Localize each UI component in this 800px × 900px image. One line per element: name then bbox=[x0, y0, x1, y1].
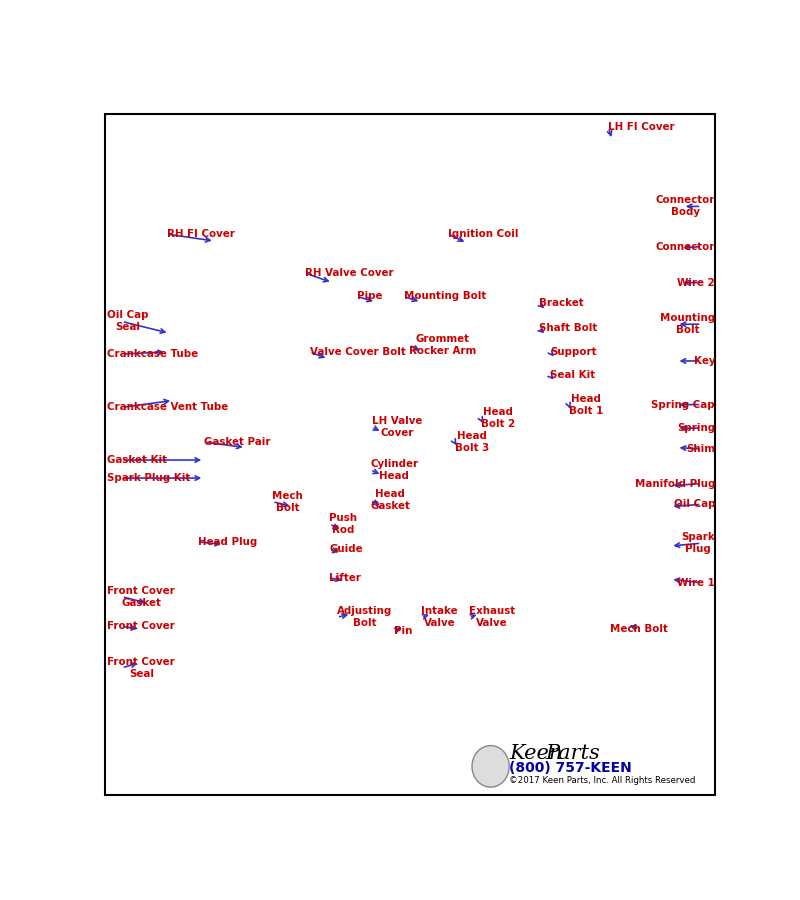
Ellipse shape bbox=[472, 745, 510, 788]
Text: Front Cover
Seal: Front Cover Seal bbox=[107, 657, 175, 679]
Text: Mech
Bolt: Mech Bolt bbox=[272, 491, 303, 513]
Text: Parts: Parts bbox=[545, 744, 600, 763]
Text: Push
Rod: Push Rod bbox=[330, 513, 358, 535]
Text: LH FI Cover: LH FI Cover bbox=[608, 122, 675, 132]
Text: Intake
Valve: Intake Valve bbox=[421, 607, 458, 628]
Text: Connector
Body: Connector Body bbox=[656, 195, 715, 218]
Text: Front Cover: Front Cover bbox=[107, 621, 175, 632]
Text: Spark Plug Kit: Spark Plug Kit bbox=[107, 473, 190, 483]
Text: Spark
Plug: Spark Plug bbox=[682, 532, 715, 554]
Text: Bracket: Bracket bbox=[539, 299, 583, 309]
Text: Adjusting
Bolt: Adjusting Bolt bbox=[337, 607, 392, 628]
Text: Wire 2: Wire 2 bbox=[678, 277, 715, 288]
Text: Exhaust
Valve: Exhaust Valve bbox=[469, 607, 515, 628]
Text: Oil Cap
Seal: Oil Cap Seal bbox=[107, 310, 149, 332]
Text: Gasket Kit: Gasket Kit bbox=[107, 455, 167, 465]
Text: Oil Cap: Oil Cap bbox=[674, 500, 715, 509]
Text: RH FI Cover: RH FI Cover bbox=[167, 230, 235, 239]
Text: Valve Cover Bolt: Valve Cover Bolt bbox=[310, 346, 406, 357]
Text: Grommet
Rocker Arm: Grommet Rocker Arm bbox=[409, 334, 476, 356]
Text: Shim: Shim bbox=[686, 444, 715, 454]
Text: Front Cover
Gasket: Front Cover Gasket bbox=[107, 586, 175, 608]
Text: (800) 757-KEEN: (800) 757-KEEN bbox=[510, 760, 632, 775]
Text: LH Valve
Cover: LH Valve Cover bbox=[371, 416, 422, 437]
Text: RH Valve Cover: RH Valve Cover bbox=[305, 268, 394, 278]
Text: Guide: Guide bbox=[330, 544, 363, 554]
Text: Ignition Coil: Ignition Coil bbox=[449, 230, 519, 239]
Text: Wire 1: Wire 1 bbox=[677, 578, 715, 588]
Text: Head
Bolt 3: Head Bolt 3 bbox=[454, 431, 489, 453]
Text: Connector: Connector bbox=[656, 241, 715, 252]
Text: Mounting Bolt: Mounting Bolt bbox=[404, 292, 486, 302]
Text: Seal Kit: Seal Kit bbox=[550, 371, 595, 381]
Text: Shaft Bolt: Shaft Bolt bbox=[539, 323, 598, 333]
Text: Head
Gasket: Head Gasket bbox=[370, 490, 410, 511]
Text: Manifold Plug: Manifold Plug bbox=[634, 479, 715, 489]
Text: Spring: Spring bbox=[677, 423, 715, 433]
Text: Key: Key bbox=[694, 356, 715, 366]
Text: Head
Bolt 2: Head Bolt 2 bbox=[481, 408, 515, 429]
Text: Support: Support bbox=[550, 346, 597, 357]
Text: Gasket Pair: Gasket Pair bbox=[204, 437, 270, 447]
Text: Lifter: Lifter bbox=[330, 573, 362, 583]
Text: Head
Bolt 1: Head Bolt 1 bbox=[569, 393, 603, 416]
Text: Pipe: Pipe bbox=[358, 292, 383, 302]
Text: Spring Cap: Spring Cap bbox=[651, 400, 715, 410]
Text: ©2017 Keen Parts, Inc. All Rights Reserved: ©2017 Keen Parts, Inc. All Rights Reserv… bbox=[510, 776, 695, 785]
Text: Mech Bolt: Mech Bolt bbox=[610, 624, 668, 634]
Text: Crankcase Tube: Crankcase Tube bbox=[107, 349, 198, 359]
Text: Head Plug: Head Plug bbox=[198, 536, 258, 547]
Text: Crankcase Vent Tube: Crankcase Vent Tube bbox=[107, 402, 229, 412]
Text: Pin: Pin bbox=[394, 626, 412, 636]
Text: Keen: Keen bbox=[510, 744, 562, 763]
Text: Cylinder
Head: Cylinder Head bbox=[370, 459, 418, 481]
Text: Mounting
Bolt: Mounting Bolt bbox=[660, 313, 715, 335]
